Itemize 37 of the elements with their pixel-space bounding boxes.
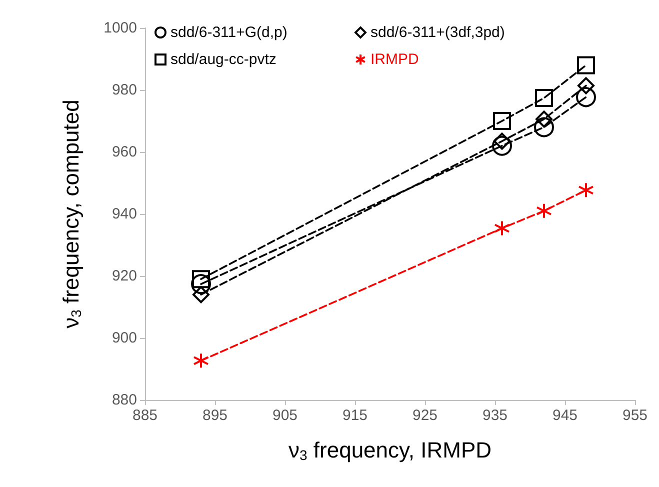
point xyxy=(536,202,552,219)
point xyxy=(192,270,210,288)
point xyxy=(493,112,511,130)
point xyxy=(192,286,210,304)
legend-label: sdd/6-311+(3df,3pd) xyxy=(370,24,505,41)
x-tick-label: 895 xyxy=(202,407,228,424)
y-tick-label: 900 xyxy=(112,330,137,346)
y-tick-label: 920 xyxy=(112,268,137,284)
y-tick-label: 940 xyxy=(112,206,137,222)
y-tick-label: 1000 xyxy=(104,20,137,36)
point xyxy=(576,87,596,108)
x-tick-label: 905 xyxy=(272,407,298,424)
y-tick-label: 880 xyxy=(112,392,137,408)
point xyxy=(534,117,554,138)
legend-label: sdd/6-311+G(d,p) xyxy=(170,24,288,41)
x-tick-label: 885 xyxy=(132,407,158,424)
x-tick-label: 945 xyxy=(552,407,578,424)
legend-label: IRMPD xyxy=(370,51,419,68)
point xyxy=(536,110,552,128)
point xyxy=(578,182,594,198)
y-tick-label: 980 xyxy=(112,82,137,98)
point xyxy=(494,132,510,150)
point xyxy=(492,136,512,156)
point xyxy=(193,352,209,369)
x-tick-label: 935 xyxy=(482,407,508,424)
y-tick-label: 960 xyxy=(112,144,137,160)
point xyxy=(494,220,510,236)
point xyxy=(577,56,595,74)
point xyxy=(191,274,211,294)
x-axis-title: ν3 frequency, IRMPD xyxy=(288,438,492,463)
x-tick-label: 925 xyxy=(412,407,438,424)
legend-label: sdd/aug-cc-pvtz xyxy=(170,51,276,68)
y-axis-title: ν3 frequency, computed xyxy=(58,100,84,328)
point xyxy=(535,89,553,108)
point xyxy=(578,77,594,94)
x-tick-label: 955 xyxy=(622,407,648,424)
x-tick-label: 915 xyxy=(342,407,368,424)
